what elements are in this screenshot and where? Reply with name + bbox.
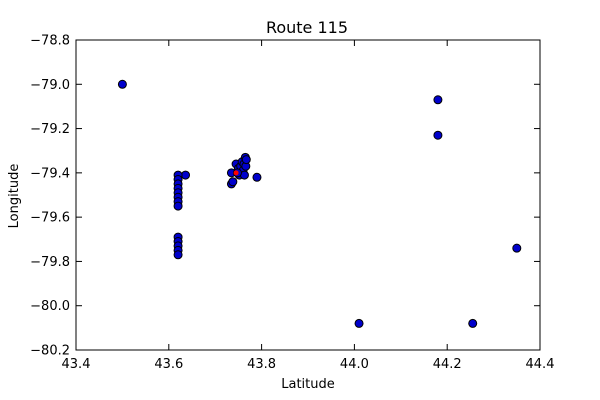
data-point bbox=[181, 170, 191, 180]
x-tick-label: 44.2 bbox=[433, 357, 462, 372]
y-tick-label: −79.2 bbox=[30, 122, 70, 137]
y-tick-label: −80.2 bbox=[30, 344, 70, 359]
data-point bbox=[228, 177, 238, 187]
data-point bbox=[433, 130, 443, 140]
data-point bbox=[117, 79, 127, 89]
x-tick-label: 43.8 bbox=[247, 357, 276, 372]
x-tick-label: 43.4 bbox=[62, 357, 91, 372]
y-tick-label: −80.0 bbox=[30, 299, 70, 314]
data-point bbox=[252, 172, 262, 182]
highlight-point bbox=[233, 170, 239, 176]
axis-ticks: 43.4 43.6 43.8 44.0 44.2 44.4 −80.2 −80.0 −79.8 −… bbox=[30, 34, 554, 373]
data-point bbox=[173, 201, 183, 211]
x-axis-label: Latitude bbox=[281, 377, 335, 392]
x-tick-label: 44.4 bbox=[526, 357, 555, 372]
x-tick-label: 43.6 bbox=[154, 357, 183, 372]
chart-title: Route 115 bbox=[266, 18, 348, 37]
y-tick-label: −78.8 bbox=[30, 34, 70, 49]
data-points bbox=[117, 79, 522, 328]
data-point bbox=[173, 250, 183, 260]
x-tick-label: 44.0 bbox=[340, 357, 369, 372]
data-point bbox=[354, 318, 364, 328]
y-tick-label: −79.8 bbox=[30, 255, 70, 270]
y-tick-label: −79.6 bbox=[30, 211, 70, 226]
data-point bbox=[433, 95, 443, 105]
data-point bbox=[241, 155, 251, 165]
y-tick-label: −79.0 bbox=[30, 78, 70, 93]
y-tick-label: −79.4 bbox=[30, 166, 70, 181]
data-point bbox=[512, 243, 522, 253]
y-axis-label: Longitude bbox=[7, 164, 22, 229]
data-point bbox=[468, 318, 478, 328]
plot-area bbox=[75, 39, 541, 351]
